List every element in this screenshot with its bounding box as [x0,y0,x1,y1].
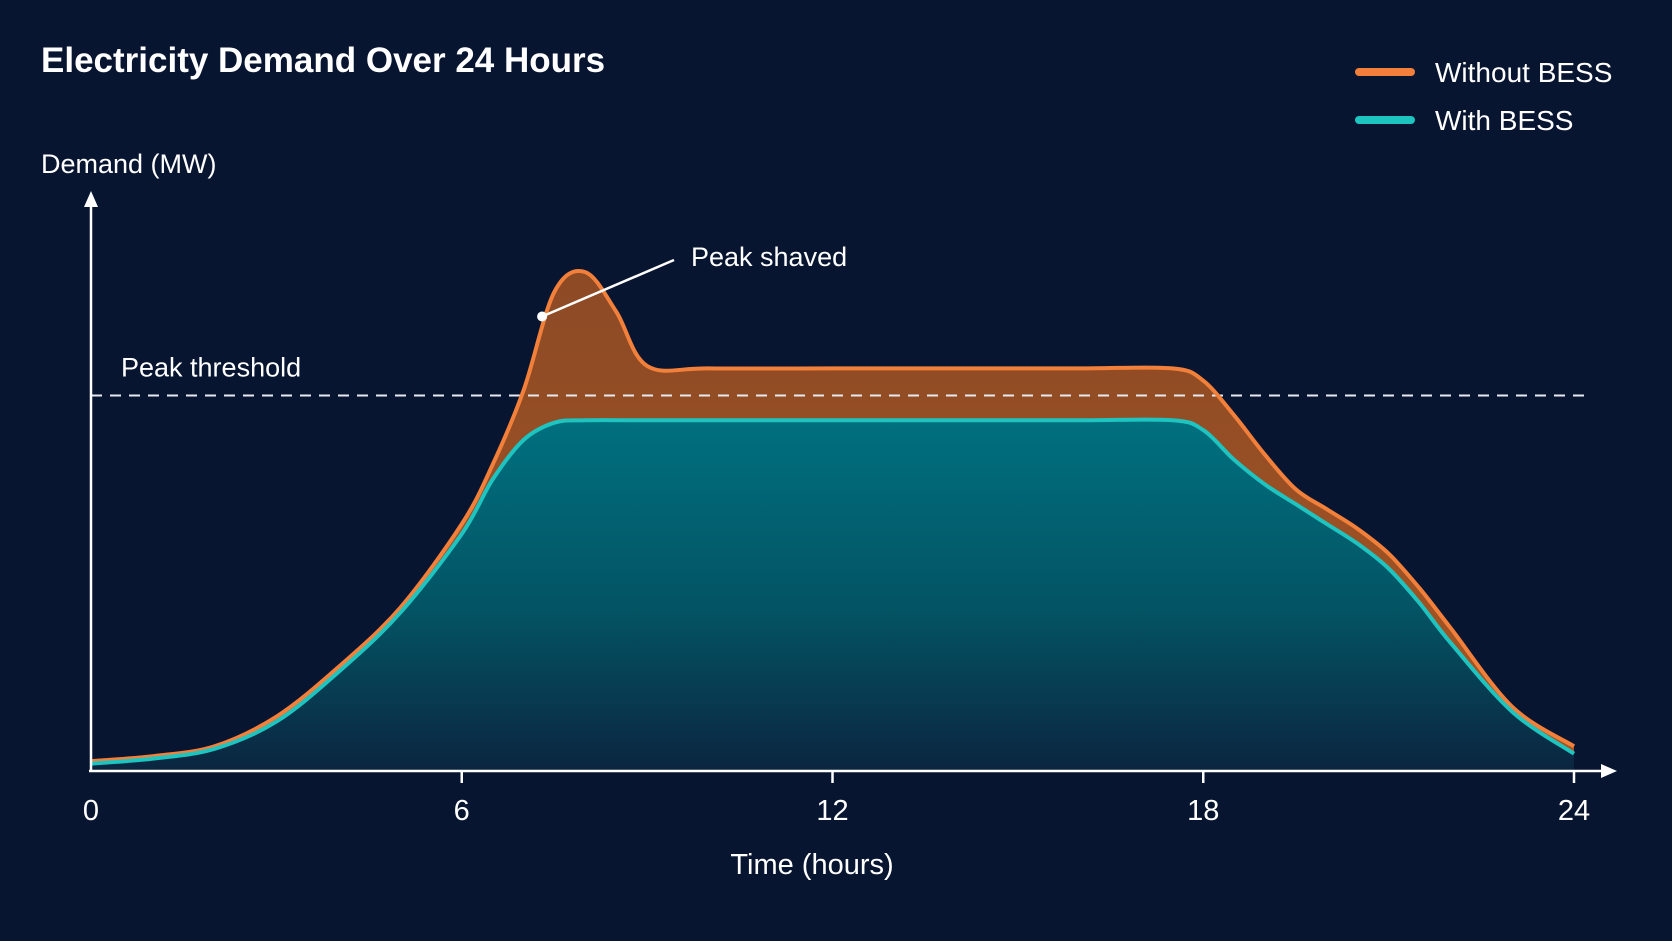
legend-label-without-bess: Without BESS [1435,57,1612,88]
series-line-with-bess [90,417,1576,766]
x-axis-arrow [1601,764,1617,778]
line-layer [90,269,1576,766]
annotation-marker [537,311,548,322]
legend-label-with-bess: With BESS [1435,105,1573,136]
y-axis-label: Demand (MW) [41,149,217,179]
peak-annotation: Peak shaved [537,242,847,322]
area-fill-with-bess [91,419,1574,771]
series-line-without-bess [90,269,1576,764]
x-tick-label: 12 [816,795,848,827]
x-ticks: 0 6 12 18 24 [83,771,1590,827]
x-axis-label: Time (hours) [730,849,893,881]
threshold-label: Peak threshold [121,353,301,383]
y-axis-arrow [84,191,98,207]
x-tick-label: 0 [83,795,99,827]
chart-title: Electricity Demand Over 24 Hours [41,41,605,80]
annotation-label: Peak shaved [691,242,847,272]
annotation-leader-line [541,258,675,318]
x-tick-label: 18 [1187,795,1219,827]
axes [84,191,1617,778]
x-tick-label: 6 [454,795,470,827]
legend: Without BESS With BESS [1355,57,1612,136]
x-tick-label: 24 [1558,795,1590,827]
